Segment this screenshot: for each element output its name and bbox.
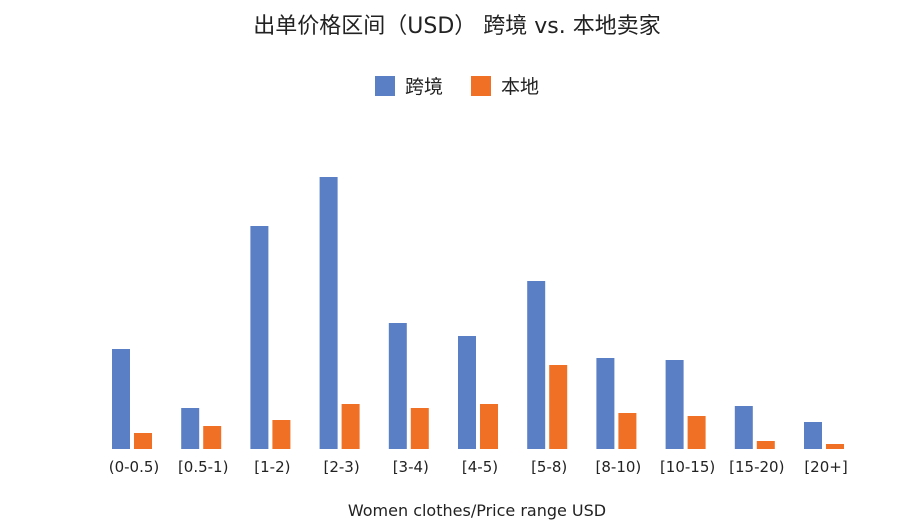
x-tick-label-4: [3-4) xyxy=(393,458,429,476)
x-tick-label-6: [5-8) xyxy=(531,458,567,476)
bar-cross-border-9 xyxy=(734,406,753,449)
chart-title: 出单价格区间（USD） 跨境 vs. 本地卖家 xyxy=(253,14,661,39)
bar-local-0 xyxy=(134,433,152,449)
x-tick-label-8: [10-15) xyxy=(660,458,715,476)
bar-cross-border-10 xyxy=(804,422,822,449)
bar-cross-border-5 xyxy=(458,336,476,449)
bar-local-4 xyxy=(410,408,429,449)
bar-local-9 xyxy=(756,441,775,449)
x-tick-label-0: (0-0.5) xyxy=(109,458,160,476)
bar-cross-border-7 xyxy=(596,358,615,449)
legend: 跨境 本地 xyxy=(0,72,914,99)
legend-item-cross-border: 跨境 xyxy=(374,72,443,99)
bar-local-6 xyxy=(549,365,568,449)
bar-local-1 xyxy=(203,426,222,449)
bar-cross-border-3 xyxy=(319,177,338,449)
bar-local-3 xyxy=(341,404,360,449)
legend-item-local: 本地 xyxy=(471,72,539,99)
x-tick-label-2: [1-2) xyxy=(254,458,290,476)
x-tick-label-7: [8-10) xyxy=(596,458,642,476)
bar-local-5 xyxy=(480,404,498,449)
x-tick-label-3: [2-3) xyxy=(323,458,359,476)
legend-label-cross-border: 跨境 xyxy=(404,76,443,98)
bar-cross-border-0 xyxy=(112,349,130,449)
legend-swatch-cross-border xyxy=(374,75,395,96)
legend-swatch-local xyxy=(471,75,491,96)
bar-local-10 xyxy=(826,444,844,449)
bar-cross-border-8 xyxy=(665,360,684,449)
x-axis-title: Women clothes/Price range USD xyxy=(347,501,607,520)
bar-cross-border-1 xyxy=(181,408,200,449)
x-tick-label-5: [4-5) xyxy=(462,458,498,476)
x-tick-label-1: [0.5-1) xyxy=(178,458,229,476)
x-tick-label-10: [20+] xyxy=(804,458,847,476)
bar-cross-border-6 xyxy=(527,281,546,449)
legend-label-local: 本地 xyxy=(501,76,540,98)
bar-cross-border-2 xyxy=(250,226,269,449)
bar-cross-border-4 xyxy=(388,323,407,449)
bar-local-2 xyxy=(272,420,291,449)
bar-local-8 xyxy=(687,416,706,449)
x-tick-label-9: [15-20) xyxy=(729,458,784,476)
bar-local-7 xyxy=(618,413,637,449)
